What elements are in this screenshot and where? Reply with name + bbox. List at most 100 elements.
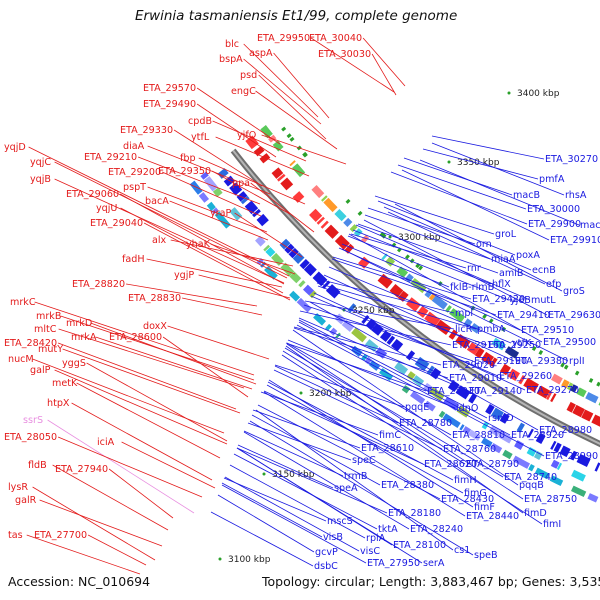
reverse-gene-block — [550, 393, 557, 403]
right-gene-connector — [263, 391, 466, 517]
right-gene-label: macB — [513, 190, 540, 201]
left-gene-connector — [47, 419, 195, 514]
right-gene-connector — [377, 200, 516, 256]
cog-category-block — [255, 235, 266, 247]
reverse-gene-block — [344, 243, 355, 254]
left-gene-connector — [273, 52, 330, 119]
right-gene-label: ETA_28790 — [466, 459, 519, 470]
function-block — [292, 163, 306, 178]
left-gene-connector — [32, 358, 225, 434]
feature-block — [468, 429, 482, 441]
left-gene-connector — [210, 243, 296, 275]
function-block — [445, 305, 452, 313]
left-gene-label: ETA_30030 — [318, 49, 371, 60]
feature-block — [198, 192, 210, 203]
right-gene-label: serA — [423, 558, 445, 569]
right-gene-label: pmfA — [539, 174, 565, 185]
forward-gene-block — [516, 422, 525, 433]
right-gene-connector — [355, 224, 531, 301]
left-gene-label: ETA_28830 — [128, 293, 181, 304]
reverse-gene-block — [523, 377, 539, 393]
forward-gene-block — [447, 380, 460, 392]
right-gene-connector — [249, 420, 474, 556]
left-gene-label: ETA_29950 — [257, 33, 310, 44]
right-gene-label: ETA_28380 — [381, 480, 434, 491]
forward-gene-block — [292, 252, 305, 264]
left-gene-label: bspA — [219, 54, 243, 65]
left-gene-connector — [211, 170, 291, 215]
left-gene-connector — [362, 37, 406, 87]
left-gene-label: ETA_29200 — [108, 167, 161, 178]
left-gene-connector — [54, 369, 228, 445]
forward-gene-block — [576, 453, 591, 467]
right-gene-connector — [347, 235, 510, 301]
right-gene-connector — [236, 447, 388, 514]
right-gene-connector — [233, 453, 378, 530]
right-gene-label: rpiA — [366, 533, 386, 544]
right-gene-label: fklB-rlmB — [450, 282, 494, 293]
left-gene-connector — [250, 182, 315, 233]
right-gene-label: cs1 — [454, 545, 470, 556]
genome-backbone-highlight — [232, 149, 600, 445]
right-gene-connector — [338, 247, 521, 331]
reverse-gene-block — [489, 357, 498, 367]
right-gene-label: ETA_29020 — [442, 360, 495, 371]
right-gene-label: ETA_29140 — [469, 386, 522, 397]
right-gene-label: ETA_27950 — [367, 558, 420, 569]
right-gene-label: tktA — [378, 524, 398, 535]
forward-gene-block — [455, 385, 471, 400]
feature-block — [481, 437, 493, 448]
left-gene-connector — [170, 239, 294, 267]
reverse-gene-block — [389, 283, 404, 298]
forward-gene-block — [527, 428, 534, 438]
forward-gene-block — [223, 175, 235, 187]
right-gene-label: yjeB — [510, 295, 531, 306]
right-gene-connector — [374, 195, 495, 235]
scale-tick-mark — [262, 472, 266, 476]
reverse-gene-block — [253, 145, 265, 157]
left-gene-label: nucM — [8, 354, 34, 365]
right-gene-connector — [247, 422, 352, 461]
left-gene-connector — [120, 207, 284, 294]
left-gene-label: ETA_29060 — [66, 189, 119, 200]
function-block — [504, 346, 520, 359]
left-gene-connector — [198, 157, 306, 205]
left-gene-connector — [261, 134, 347, 165]
right-gene-connector — [284, 347, 504, 478]
right-gene-connector — [236, 447, 423, 564]
right-gene-label: ETA_29380 — [515, 356, 568, 367]
right-gene-label: trmB — [344, 471, 367, 482]
cog-category-block — [488, 425, 501, 437]
right-gene-connector — [387, 211, 546, 285]
forward-gene-block — [499, 412, 510, 424]
cog-category-block — [456, 405, 471, 418]
left-gene-label: ETA_29040 — [90, 218, 143, 229]
right-gene-connector — [431, 135, 545, 160]
left-gene-connector — [32, 486, 156, 561]
left-gene-connector — [57, 436, 203, 498]
right-gene-connector — [304, 300, 455, 330]
right-gene-label: ETA_28100 — [393, 540, 446, 551]
forward-gene-block — [491, 407, 504, 421]
reverse-gene-block — [280, 177, 294, 191]
right-gene-connector — [299, 310, 452, 346]
right-gene-label: ETA_28430 — [441, 494, 494, 505]
function-block — [343, 217, 353, 227]
right-gene-label: ETA_28750 — [524, 494, 577, 505]
feature-block — [378, 368, 394, 381]
left-gene-label: ssrS — [23, 415, 43, 426]
right-gene-connector — [348, 233, 543, 343]
right-gene-connector — [221, 484, 367, 564]
rna-marker — [289, 136, 295, 142]
left-gene-label: yraP — [210, 208, 232, 219]
left-gene-connector — [182, 297, 263, 316]
reverse-gene-block — [245, 135, 259, 150]
left-gene-label: diaA — [123, 141, 145, 152]
reverse-gene-block — [566, 401, 576, 413]
scale-tick-label: 3300 kbp — [398, 233, 441, 243]
function-block — [381, 253, 388, 261]
right-gene-label: ETA_28740 — [504, 472, 557, 483]
forward-gene-block — [414, 356, 430, 371]
left-gene-connector — [167, 325, 270, 360]
